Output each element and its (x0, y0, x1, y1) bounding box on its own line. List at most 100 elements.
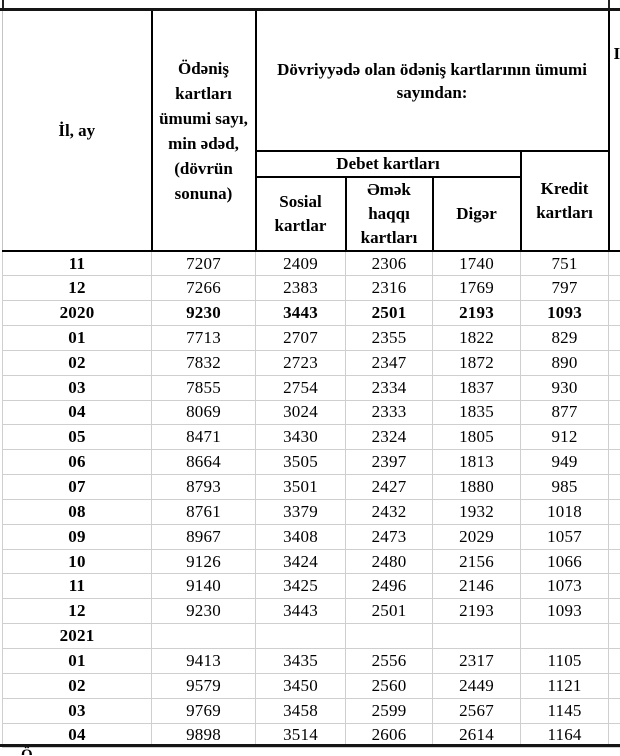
cell-period: 05 (2, 424, 152, 451)
table-body: 11 7207 2409 2306 1740 751 12 7266 2383 … (2, 250, 620, 749)
cell-total: 8471 (151, 424, 256, 451)
cell-other: 1872 (432, 349, 521, 376)
cell-social: 3024 (255, 399, 346, 426)
cell-other: 2614 (432, 722, 521, 749)
cell-clipped (608, 623, 620, 649)
cell-total: 7855 (151, 374, 256, 401)
cell-social: 3379 (255, 498, 346, 525)
cell-period: 02 (2, 349, 152, 376)
cell-total: 7266 (151, 275, 256, 302)
table-row: 09 8967 3408 2473 2029 1057 (2, 523, 620, 550)
cell-total: 9579 (151, 672, 256, 699)
cell-clipped (608, 672, 620, 699)
cell-salary: 2473 (345, 523, 433, 550)
cell-other: 1769 (432, 275, 521, 302)
table-row: 2021 (2, 623, 620, 649)
table-row: 03 9769 3458 2599 2567 1145 (2, 697, 620, 724)
cell-social: 3424 (255, 548, 346, 575)
cell-period: 12 (2, 598, 152, 625)
cell-other: 1880 (432, 474, 521, 500)
table-row: 06 8664 3505 2397 1813 949 (2, 449, 620, 476)
cell-other: 2567 (432, 697, 521, 724)
cell-clipped (608, 722, 620, 749)
payment-cards-table: İl, ay Ödəniş kartları ümumi sayı, min ə… (2, 11, 620, 749)
cell-credit: 1066 (519, 548, 610, 575)
table-row: 12 7266 2383 2316 1769 797 (2, 275, 620, 302)
cell-period: 10 (2, 548, 152, 575)
cell-social: 3408 (255, 523, 346, 550)
cell-salary: 2316 (345, 275, 433, 302)
cell-clipped (608, 474, 620, 500)
cell-salary: 2355 (345, 325, 433, 351)
cell-credit: 930 (519, 374, 610, 401)
top-border-fragment-left (2, 0, 4, 8)
table-header: İl, ay Ödəniş kartları ümumi sayı, min ə… (2, 11, 620, 252)
cell-credit: 1018 (519, 498, 610, 525)
cell-clipped (608, 523, 620, 550)
cell-salary: 2324 (345, 424, 433, 451)
cell-other: 2029 (432, 523, 521, 550)
cell-period: 02 (2, 672, 152, 699)
top-border-fragment-right (608, 0, 610, 8)
cell-clipped (608, 399, 620, 426)
cell-credit: 1057 (519, 523, 610, 550)
cell-salary: 2306 (345, 250, 433, 277)
cell-total: 7713 (151, 325, 256, 351)
cell-other: 1837 (432, 374, 521, 401)
cell-clipped (608, 548, 620, 575)
table-row: 08 8761 3379 2432 1932 1018 (2, 498, 620, 525)
cell-social: 2723 (255, 349, 346, 376)
cell-total: 8069 (151, 399, 256, 426)
clipped-header-letter: I (613, 44, 620, 63)
table-row: 07 8793 3501 2427 1880 985 (2, 474, 620, 500)
cell-period: 01 (2, 325, 152, 351)
cell-other: 2156 (432, 548, 521, 575)
header-total-cards: Ödəniş kartları ümumi sayı, min ədəd, (d… (150, 11, 257, 252)
header-social-cards: Sosial kartlar (254, 177, 347, 252)
header-clipped-column: I (607, 11, 620, 252)
cell-total: 8967 (151, 523, 256, 550)
cell-salary: 2432 (345, 498, 433, 525)
cell-clipped (608, 250, 620, 277)
cell-other: 2193 (432, 300, 521, 327)
cell-total: 9126 (151, 548, 256, 575)
table-row: 11 7207 2409 2306 1740 751 (2, 250, 620, 277)
cell-credit: 890 (519, 349, 610, 376)
cell-social: 2754 (255, 374, 346, 401)
cell-period: 11 (2, 573, 152, 600)
cell-total: 8793 (151, 474, 256, 500)
cell-other: 2193 (432, 598, 521, 625)
table-row: 12 9230 3443 2501 2193 1093 (2, 598, 620, 625)
header-credit-cards: Kredit kartları (519, 151, 610, 252)
cell-period: 12 (2, 275, 152, 302)
cell-social: 3443 (255, 598, 346, 625)
cell-total: 9413 (151, 648, 256, 674)
cell-social: 3425 (255, 573, 346, 600)
cell-other: 2317 (432, 648, 521, 674)
cell-clipped (608, 275, 620, 302)
header-circulation-group: Dövriyyədə olan ödəniş kartlarının ümumi… (254, 11, 610, 152)
table-bottom-rule (0, 744, 620, 747)
table-row: 01 7713 2707 2355 1822 829 (2, 325, 620, 351)
cell-credit: 1093 (519, 300, 610, 327)
cell-social: 3458 (255, 697, 346, 724)
cell-credit: 797 (519, 275, 610, 302)
cell-social: 3501 (255, 474, 346, 500)
table-top-rule (0, 8, 620, 11)
cell-social: 2383 (255, 275, 346, 302)
cell-salary: 2556 (345, 648, 433, 674)
table-row: 05 8471 3430 2324 1805 912 (2, 424, 620, 451)
cell-social: 3505 (255, 449, 346, 476)
cell-total (151, 623, 256, 649)
cell-other: 1835 (432, 399, 521, 426)
cell-credit: 1073 (519, 573, 610, 600)
cell-credit: 912 (519, 424, 610, 451)
cell-period: 11 (2, 250, 152, 277)
header-other-cards: Digər (431, 177, 522, 252)
cell-period: 07 (2, 474, 152, 500)
table-row: 02 9579 3450 2560 2449 1121 (2, 672, 620, 699)
cell-salary (345, 623, 433, 649)
cell-period: 01 (2, 648, 152, 674)
cell-salary: 2501 (345, 598, 433, 625)
cell-period: 06 (2, 449, 152, 476)
